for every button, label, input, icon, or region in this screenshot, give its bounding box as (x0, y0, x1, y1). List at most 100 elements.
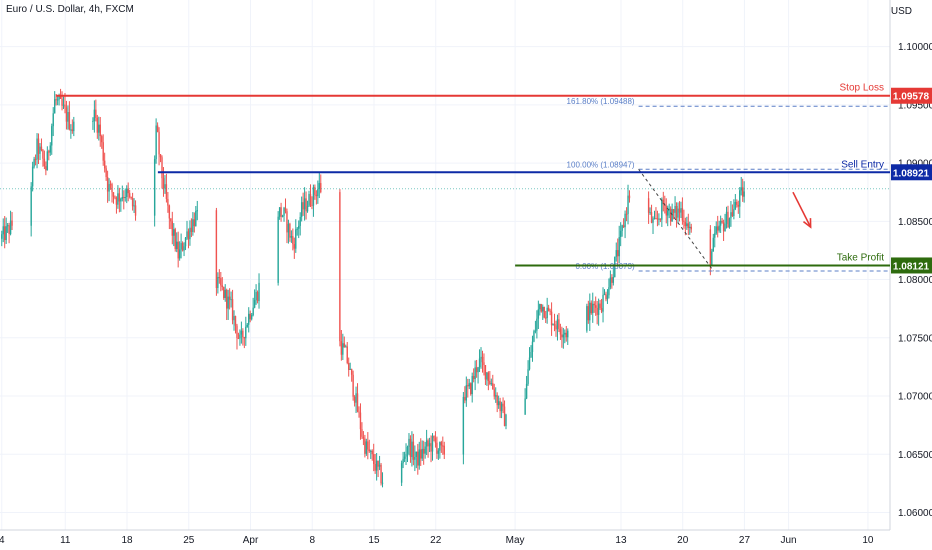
candle-body (470, 383, 472, 395)
candle-body (312, 187, 315, 206)
x-tick-label: 27 (739, 535, 751, 546)
candle-body (427, 440, 429, 447)
candle-body (487, 372, 490, 381)
candle-body (61, 98, 63, 106)
candle-body (669, 208, 672, 222)
candle-body (647, 198, 650, 213)
candle-body (215, 210, 218, 289)
candle-body (403, 456, 406, 459)
candle-body (586, 306, 588, 331)
candle-body (234, 316, 237, 326)
price-axis[interactable]: 1.10000 1.09500 1.09000 1.08500 1.08000 1.075… (891, 42, 932, 519)
candle-body (370, 450, 372, 452)
level-label: Take Profit (837, 252, 884, 263)
candle-body (365, 441, 368, 454)
candle-body (443, 445, 445, 455)
candle-body (362, 436, 365, 439)
candle-body (314, 187, 316, 195)
candle-body (500, 403, 503, 412)
candle-body (464, 396, 466, 401)
candle-body (547, 307, 550, 311)
x-tick-label: 15 (368, 535, 380, 546)
candle-body (286, 211, 288, 233)
candle-body (298, 225, 300, 229)
candle-body (356, 393, 359, 412)
candle-body (43, 158, 46, 167)
candle-body (609, 277, 612, 288)
candle-body (158, 131, 160, 155)
projection-arrow-head (802, 218, 812, 229)
level-label: Stop Loss (840, 83, 884, 94)
candle-body (171, 221, 173, 236)
candle-body (233, 316, 235, 321)
candle-body (689, 226, 691, 228)
candle-body (412, 441, 415, 460)
candle-body (619, 230, 622, 238)
candle-body (593, 303, 595, 306)
candle-body (374, 464, 376, 471)
candle-body (124, 196, 126, 199)
candle-body (37, 138, 40, 154)
candle-body (650, 212, 653, 223)
candle-body (255, 292, 257, 301)
candle-body (608, 287, 610, 296)
candle-body (421, 448, 423, 459)
candle-body (428, 443, 431, 447)
candle-body (186, 231, 188, 238)
candle-body (439, 442, 441, 451)
candle-body (64, 104, 66, 108)
candle-body (662, 199, 665, 205)
level-price-value: 1.08921 (893, 168, 930, 179)
candle-body (192, 219, 194, 232)
candle-body (237, 337, 240, 339)
candle-body (342, 343, 344, 355)
candle-body (1, 234, 3, 239)
candle-body (589, 302, 591, 321)
candle-body (559, 328, 562, 335)
candle-body (727, 211, 729, 228)
y-tick-label: 1.09000 (898, 159, 932, 170)
candle-body (242, 330, 244, 338)
candle-body (731, 212, 734, 217)
candle-body (668, 208, 670, 211)
candle-body (624, 213, 626, 228)
candle-body (2, 226, 4, 235)
candle-body (62, 104, 65, 106)
candle-body (353, 396, 356, 403)
candle-body (178, 249, 181, 259)
candle-body (364, 438, 366, 454)
candle-body (165, 184, 168, 199)
candle-body (95, 109, 97, 118)
candle-body (597, 303, 600, 315)
candle-body (424, 446, 426, 454)
candle-body (493, 389, 495, 397)
candle-body (565, 332, 567, 338)
candle-body (252, 307, 254, 316)
candle-body (440, 442, 443, 446)
candle-body (181, 243, 184, 251)
time-axis[interactable]: 4 11 18 25 Apr 8 15 22 May 13 20 27 Jun 10 (0, 535, 874, 546)
candle-body (53, 99, 56, 114)
candle-body (283, 207, 285, 216)
candle-body (161, 157, 163, 179)
candle-body (614, 256, 616, 277)
candle-body (42, 150, 44, 159)
candle-body (195, 210, 197, 227)
currency-label[interactable]: USD (890, 6, 912, 17)
candle-body (308, 193, 310, 207)
candle-body (733, 209, 735, 217)
candle-body (236, 325, 238, 338)
candle-body (93, 109, 96, 121)
candle-body (600, 308, 603, 312)
y-tick-label: 1.06000 (898, 508, 932, 519)
candle-body (536, 318, 538, 331)
candle-body (718, 225, 720, 231)
candle-body (246, 324, 248, 327)
candle-body (656, 218, 659, 220)
candle-body (67, 112, 69, 122)
candle-body (58, 95, 60, 100)
candle-body (317, 189, 319, 197)
candle-body (109, 184, 112, 186)
